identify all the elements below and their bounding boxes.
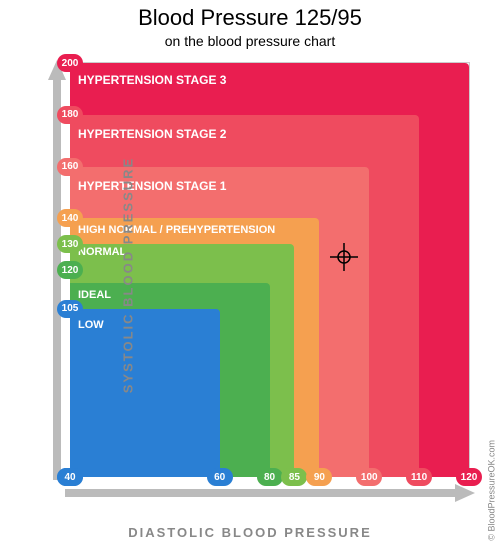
y-tick: 140: [57, 209, 83, 227]
copyright-text: © BloodPressureOK.com: [487, 440, 497, 541]
zone-label: NORMAL: [78, 246, 126, 258]
y-axis-label: SYSTOLIC BLOOD PRESSURE: [121, 157, 136, 393]
zone-label: HYPERTENSION STAGE 2: [78, 127, 226, 141]
y-tick: 200: [57, 54, 83, 72]
x-tick: 85: [281, 468, 307, 486]
zone-label: LOW: [78, 319, 104, 331]
chart-subtitle: on the blood pressure chart: [0, 33, 500, 49]
x-tick: 80: [257, 468, 283, 486]
y-tick: 105: [57, 300, 83, 318]
zone-label: HIGH NORMAL / PREHYPERTENSION: [78, 224, 275, 236]
x-tick: 60: [207, 468, 233, 486]
x-axis-label: DIASTOLIC BLOOD PRESSURE: [128, 525, 372, 540]
zone-label: HYPERTENSION STAGE 3: [78, 73, 226, 87]
y-tick: 160: [57, 158, 83, 176]
x-axis-arrow-icon: [65, 484, 475, 502]
chart-container: Blood Pressure 125/95 on the blood press…: [0, 0, 500, 550]
x-tick: 90: [306, 468, 332, 486]
x-tick: 110: [406, 468, 432, 486]
zone-label: IDEAL: [78, 289, 111, 301]
zone-low: LOW: [70, 309, 220, 477]
x-tick: 120: [456, 468, 482, 486]
y-tick: 120: [57, 261, 83, 279]
y-tick: 180: [57, 106, 83, 124]
y-tick: 130: [57, 235, 83, 253]
zone-label: HYPERTENSION STAGE 1: [78, 179, 226, 193]
x-tick: 40: [57, 468, 83, 486]
x-tick: 100: [356, 468, 382, 486]
chart-title: Blood Pressure 125/95: [0, 0, 500, 31]
